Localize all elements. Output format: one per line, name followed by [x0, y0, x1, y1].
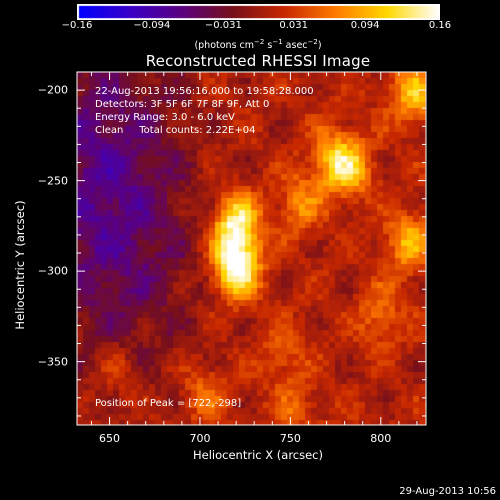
colorbar-tick-label: 0.16	[428, 20, 452, 31]
annotation-peak: Position of Peak = [722,-298]	[95, 398, 242, 409]
x-tick-label: 700	[189, 432, 211, 445]
x-tick-label: 650	[99, 432, 121, 445]
x-tick-label: 800	[370, 432, 392, 445]
heatmap-image	[77, 72, 426, 425]
colorbar-tick-label: 0.031	[279, 20, 308, 31]
x-axis-label: Heliocentric X (arcsec)	[193, 448, 323, 462]
y-tick-label: −350	[37, 355, 68, 369]
y-axis-label: Heliocentric Y (arcsec)	[13, 200, 27, 330]
colorbar-tick-label: −0.16	[61, 20, 93, 31]
colorbar-gradient	[77, 4, 440, 20]
colorbar-tick-label: 0.094	[350, 20, 380, 31]
annotation-energy: Energy Range: 3.0 - 6.0 keV	[95, 112, 235, 123]
timestamp: 29-Aug-2013 10:56	[399, 486, 496, 497]
colorbar-tick-label: −0.031	[204, 20, 242, 31]
plot-frame	[76, 71, 427, 426]
colorbar-tick-label: −0.094	[133, 20, 171, 31]
annotation-detectors: Detectors: 3F 5F 6F 7F 8F 9F, Att 0	[95, 99, 270, 110]
x-tick-label: 750	[279, 432, 301, 445]
axis-tickmarks	[77, 71, 426, 425]
chart-title: Reconstructed RHESSI Image	[145, 52, 371, 70]
colorbar	[77, 4, 440, 20]
annotation-time: 22-Aug-2013 19:56:16.000 to 19:58:28.000	[95, 86, 314, 97]
y-tick-label: −300	[37, 264, 68, 278]
annotation-clean: Clean Total counts: 2.22E+04	[95, 125, 256, 136]
colorbar-unit-label: (photons cm−2 s−1 asec−2)	[194, 38, 322, 52]
y-tick-label: −200	[37, 83, 68, 97]
y-tick-label: −250	[37, 174, 68, 188]
